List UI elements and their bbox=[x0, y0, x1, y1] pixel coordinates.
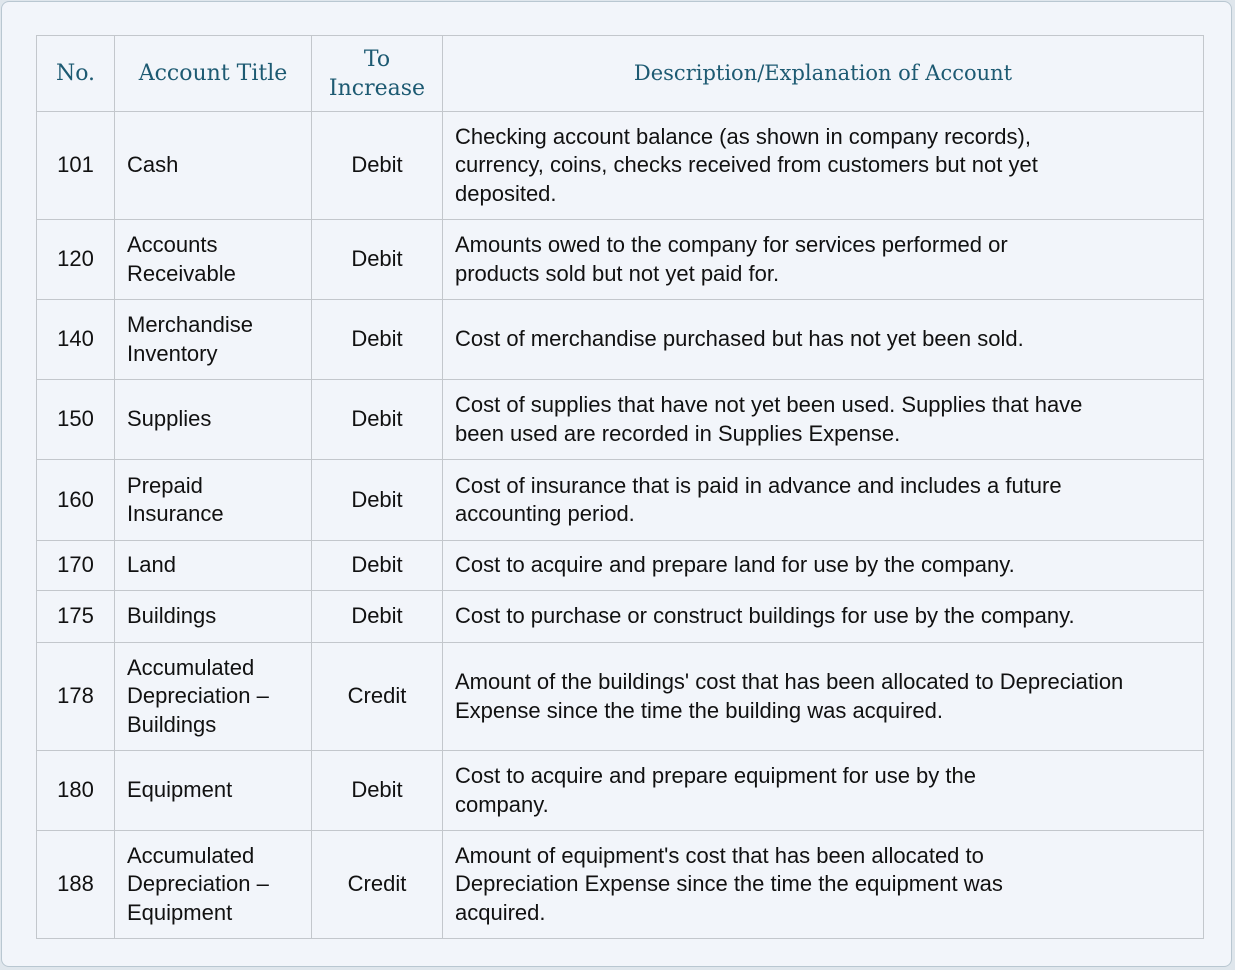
header-to-increase: To Increase bbox=[311, 35, 443, 112]
account-number: 160 bbox=[36, 459, 115, 541]
account-number: 170 bbox=[36, 540, 115, 591]
account-title: Land bbox=[114, 540, 312, 591]
account-title: Prepaid Insurance bbox=[114, 459, 312, 541]
to-increase: Debit bbox=[311, 459, 443, 541]
table-row: 170 Land Debit Cost to acquire and prepare … bbox=[36, 540, 1204, 591]
account-title: Cash bbox=[114, 111, 312, 220]
header-row: No. Account Title To Increase Descriptio… bbox=[36, 35, 1204, 112]
table-row: 180 Equipment Debit Cost to acquire and pre… bbox=[36, 750, 1204, 831]
account-title: Equipment bbox=[114, 750, 312, 831]
description-text: Cost of supplies that have not yet been … bbox=[455, 392, 1083, 446]
table-row: 140 Merchandise Inventory Debit Cost of mer… bbox=[36, 299, 1204, 380]
chart-of-accounts-table: No. Account Title To Increase Descriptio… bbox=[36, 35, 1204, 939]
to-increase: Debit bbox=[311, 219, 443, 300]
account-number: 175 bbox=[36, 590, 115, 643]
account-title: Accumulated Depreciation – Equipment bbox=[114, 830, 312, 939]
table-row: 150 Supplies Debit Cost of supplies that ha… bbox=[36, 379, 1204, 460]
account-title: Accumulated Depreciation – Buildings bbox=[114, 642, 312, 751]
table-row: 175 Buildings Debit Cost to purchase or con… bbox=[36, 590, 1204, 643]
account-number: 180 bbox=[36, 750, 115, 831]
account-description: Cost of insurance that is paid in advanc… bbox=[442, 459, 1204, 541]
account-number: 120 bbox=[36, 219, 115, 300]
description-text: Amount of equipment's cost that has been… bbox=[455, 842, 1003, 925]
table-row: 188 Accumulated Depreciation – Equipment C… bbox=[36, 830, 1204, 939]
account-description: Amount of equipment's cost that has been… bbox=[442, 830, 1204, 939]
account-title: Accounts Receivable bbox=[114, 219, 312, 300]
table-row: 101 Cash Debit Checking account balance (as… bbox=[36, 111, 1204, 220]
account-description: Cost of supplies that have not yet been … bbox=[442, 379, 1204, 460]
to-increase: Debit bbox=[311, 299, 443, 380]
account-description: Amounts owed to the company for services… bbox=[442, 219, 1204, 300]
to-increase: Debit bbox=[311, 750, 443, 831]
to-increase: Credit bbox=[311, 830, 443, 939]
header-no: No. bbox=[36, 35, 115, 112]
account-number: 101 bbox=[36, 111, 115, 220]
account-number: 178 bbox=[36, 642, 115, 751]
account-description: Cost to acquire and prepare land for use… bbox=[442, 540, 1204, 591]
account-number: 140 bbox=[36, 299, 115, 380]
table-row: 178 Accumulated Depreciation – Buildings C… bbox=[36, 642, 1204, 751]
account-number: 150 bbox=[36, 379, 115, 460]
header-description: Description/Explanation of Account bbox=[442, 35, 1204, 112]
account-description: Amount of the buildings' cost that has b… bbox=[442, 642, 1204, 751]
description-text: Cost of insurance that is paid in advanc… bbox=[455, 472, 1062, 527]
account-description: Cost of merchandise purchased but has no… bbox=[442, 299, 1204, 380]
header-account-title: Account Title bbox=[114, 35, 312, 112]
account-title: Merchandise Inventory bbox=[114, 299, 312, 380]
description-text: Cost to acquire and prepare equipment fo… bbox=[455, 763, 976, 817]
description-text: Checking account balance (as shown in co… bbox=[455, 123, 1038, 206]
account-number: 188 bbox=[36, 830, 115, 939]
to-increase: Credit bbox=[311, 642, 443, 751]
account-title: Buildings bbox=[114, 590, 312, 643]
table-row: 160 Prepaid Insurance Debit Cost of insuran… bbox=[36, 459, 1204, 541]
description-text: Cost to acquire and prepare land for use… bbox=[455, 552, 1015, 578]
description-text: Cost to purchase or construct buildings … bbox=[455, 603, 1075, 629]
description-text: Amount of the buildings' cost that has b… bbox=[455, 669, 1124, 723]
to-increase: Debit bbox=[311, 379, 443, 460]
account-description: Cost to purchase or construct buildings … bbox=[442, 590, 1204, 643]
table-row: 120 Accounts Receivable Debit Amounts owed … bbox=[36, 219, 1204, 300]
description-text: Amounts owed to the company for services… bbox=[455, 232, 1008, 286]
account-description: Checking account balance (as shown in co… bbox=[442, 111, 1204, 220]
to-increase: Debit bbox=[311, 540, 443, 591]
account-description: Cost to acquire and prepare equipment fo… bbox=[442, 750, 1204, 831]
to-increase: Debit bbox=[311, 590, 443, 643]
account-title: Supplies bbox=[114, 379, 312, 460]
to-increase: Debit bbox=[311, 111, 443, 220]
description-text: Cost of merchandise purchased but has no… bbox=[455, 326, 1024, 352]
